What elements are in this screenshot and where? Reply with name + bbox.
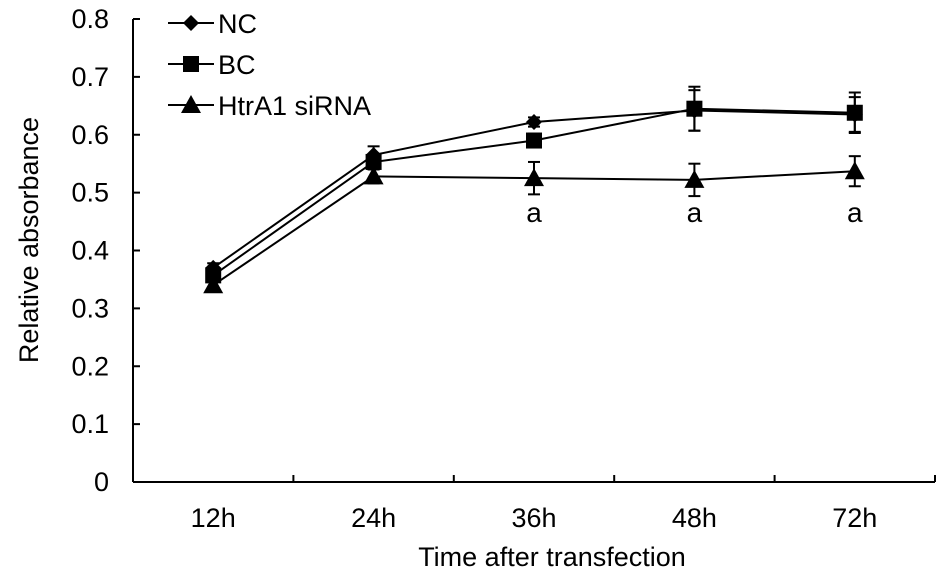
y-tick-label: 0.1 xyxy=(71,409,109,439)
data-point xyxy=(363,166,384,185)
y-tick-label: 0.3 xyxy=(71,293,109,323)
significance-label: a xyxy=(687,197,703,228)
x-tick-label: 12h xyxy=(191,503,236,533)
legend-label: NC xyxy=(218,9,257,39)
data-point xyxy=(846,104,863,121)
y-axis-title: Relative absorbance xyxy=(14,117,44,363)
x-tick-label: 36h xyxy=(511,503,556,533)
y-tick-label: 0.4 xyxy=(71,236,109,266)
x-tick-label: 48h xyxy=(672,503,717,533)
axes xyxy=(132,19,935,483)
data-point xyxy=(844,161,865,180)
y-tick-label: 0.7 xyxy=(71,62,109,92)
x-tick-label: 24h xyxy=(351,503,396,533)
y-tick-label: 0.2 xyxy=(71,351,109,381)
legend: NC BC HtrA1 siRNA xyxy=(168,9,371,121)
data-point xyxy=(686,100,703,117)
significance-label: a xyxy=(847,197,863,228)
y-axis-ticks: 0 0.1 0.2 0.3 0.4 0.5 0.6 0.7 0.8 xyxy=(71,4,140,497)
data-point xyxy=(365,153,382,170)
x-tick-label: 72h xyxy=(832,503,877,533)
y-tick-label: 0.8 xyxy=(71,4,109,34)
data-point xyxy=(684,169,705,188)
data-point xyxy=(526,132,542,149)
series-htra1-sirna xyxy=(203,155,865,294)
legend-marker xyxy=(183,15,199,31)
y-tick-label: 0.6 xyxy=(71,120,109,150)
x-axis-title: Time after transfection xyxy=(418,542,686,572)
legend-label: HtrA1 siRNA xyxy=(218,91,371,121)
data-point xyxy=(203,275,224,294)
legend-marker xyxy=(181,95,201,113)
data-point xyxy=(526,114,542,131)
y-tick-label: 0.5 xyxy=(71,178,109,208)
legend-marker xyxy=(183,56,199,72)
data-point xyxy=(524,168,544,187)
y-tick-label: 0 xyxy=(94,467,109,497)
significance-label: a xyxy=(526,197,542,228)
legend-label: BC xyxy=(218,50,256,80)
x-axis-ticks: 12h 24h 36h 48h 72h xyxy=(132,475,936,533)
